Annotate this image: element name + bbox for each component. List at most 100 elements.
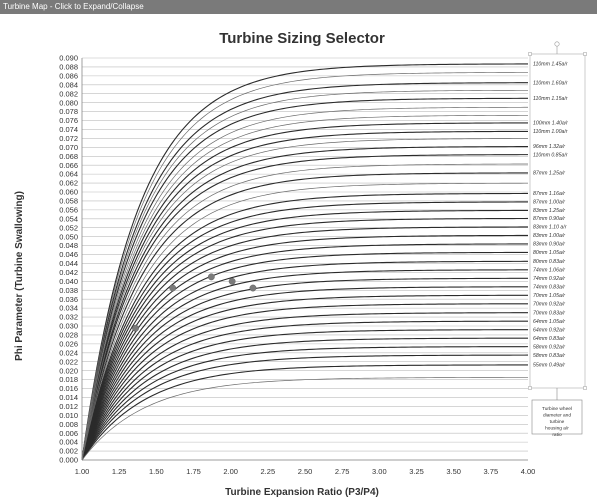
curve-label: 58mm 0.92a/r <box>533 344 565 350</box>
y-tick-label: 0.032 <box>59 313 78 322</box>
x-tick-label: 2.25 <box>261 467 276 476</box>
curve-label: 83mm 1.00a/r <box>533 233 565 239</box>
curve-label: 64mm 1.05a/r <box>533 319 565 325</box>
curve-line <box>81 217 529 461</box>
y-tick-label: 0.016 <box>59 384 78 393</box>
curve-line <box>81 97 529 461</box>
chart-header-bar[interactable]: Turbine Map - Click to Expand/Collapse <box>0 0 597 14</box>
y-tick-label: 0.046 <box>59 250 78 259</box>
curve-label: 74mm 0.83a/r <box>533 284 565 290</box>
curve-line <box>81 312 529 461</box>
curve-line <box>81 182 529 461</box>
curve-label: 110mm 0.85a/r <box>533 152 568 158</box>
annotation-frame <box>531 399 583 435</box>
y-tick-label: 0.018 <box>59 375 78 384</box>
curve-line <box>81 63 529 461</box>
curve-line <box>81 226 528 461</box>
curve-line <box>81 346 529 461</box>
y-tick-label: 0.036 <box>59 295 78 304</box>
y-tick-label: 0.058 <box>59 197 78 206</box>
y-tick-label: 0.060 <box>59 188 78 197</box>
y-tick-label: 0.084 <box>59 80 78 89</box>
turbine-map-chart: Turbine Sizing Selector 0.0000.0020.0040… <box>0 14 597 500</box>
y-tick-label: 0.070 <box>59 143 78 152</box>
curve-label: 70mm 0.92a/r <box>533 301 565 307</box>
curve-line <box>81 89 529 461</box>
curve-label-box[interactable]: 110mm 1.45a/r 110mm 1.60a/r 110mm 1.15a/r 1… <box>528 41 587 390</box>
curve-label: 70mm 0.83a/r <box>533 310 565 316</box>
curve-label: 100mm 1.40a/r <box>533 121 568 127</box>
x-tick-label: 1.25 <box>112 467 127 476</box>
curve-label: 80mm 0.83a/r <box>533 259 565 265</box>
curve-label: 58mm 0.83a/r <box>533 353 565 359</box>
y-tick-label: 0.044 <box>59 259 78 268</box>
curve-line <box>81 377 529 461</box>
y-tick-label: 0.038 <box>59 286 78 295</box>
label-box-frame <box>529 53 586 389</box>
curve-line <box>81 260 529 461</box>
y-tick-label: 0.086 <box>59 71 78 80</box>
curve-line <box>81 320 529 461</box>
curve-line <box>81 146 529 461</box>
y-tick-label: 0.030 <box>59 322 78 331</box>
y-tick-label: 0.000 <box>59 456 78 465</box>
y-tick-label: 0.006 <box>59 429 78 438</box>
y-tick-label: 0.026 <box>59 339 78 348</box>
curve-label: 55mm 0.49a/r <box>533 363 565 369</box>
y-tick-label: 0.008 <box>59 420 78 429</box>
x-tick-label: 3.75 <box>484 467 499 476</box>
curve-line <box>81 122 529 461</box>
y-tick-label: 0.082 <box>59 89 78 98</box>
y-tick-label: 0.088 <box>59 63 78 72</box>
curve-line <box>81 201 529 461</box>
annotation-text: diameter and <box>543 413 571 419</box>
curve-line <box>81 243 528 461</box>
x-tick-label: 1.75 <box>186 467 201 476</box>
curve-line <box>81 337 528 461</box>
curve-label: 74mm 0.92a/r <box>533 276 565 282</box>
y-tick-label: 0.004 <box>59 438 78 447</box>
curve-label: 64mm 0.83a/r <box>533 336 565 342</box>
data-point <box>169 284 177 292</box>
y-tick-label: 0.064 <box>59 170 78 179</box>
curve-label: 83mm 0.90a/r <box>533 242 565 248</box>
y-tick-label: 0.074 <box>59 125 78 134</box>
y-tick-label: 0.078 <box>59 107 78 116</box>
curve-label: 87mm 1.00a/r <box>533 200 565 206</box>
curve-label: 64mm 0.92a/r <box>533 327 565 333</box>
curve-line <box>81 114 529 461</box>
x-tick-label: 2.50 <box>298 467 313 476</box>
y-tick-label: 0.076 <box>59 116 78 125</box>
curve-line <box>81 269 528 461</box>
curve-line <box>81 209 529 461</box>
curve-label: 110mm 1.60a/r <box>533 80 568 86</box>
x-axis-label: Turbine Expansion Ratio (P3/P4) <box>225 487 379 498</box>
curve-line <box>81 303 529 461</box>
curve-line <box>81 138 529 461</box>
curve-label: 87mm 1.25a/r <box>533 171 565 177</box>
y-tick-label: 0.072 <box>59 134 78 143</box>
chart-title: Turbine Sizing Selector <box>219 30 385 47</box>
y-tick-label: 0.066 <box>59 161 78 170</box>
y-tick-label: 0.062 <box>59 179 78 188</box>
curve-label: 87mm 0.90a/r <box>533 216 565 222</box>
y-tick-label: 0.090 <box>59 54 78 63</box>
y-tick-label: 0.002 <box>59 447 78 456</box>
x-tick-label: 1.00 <box>75 467 90 476</box>
curve-line <box>81 106 529 461</box>
curve-label: 83mm 1.10 a/r <box>533 225 567 231</box>
header-text: Turbine Map - Click to Expand/Collapse <box>3 2 144 11</box>
y-tick-label: 0.048 <box>59 241 78 250</box>
data-point <box>228 277 236 285</box>
x-tick-labels: 1.00 1.25 1.50 1.75 2.00 2.25 2.50 2.75 3.00 3.25… <box>75 467 536 476</box>
curve-line <box>81 354 529 461</box>
annotation-text: turbine <box>550 419 565 425</box>
curve-line <box>81 286 529 461</box>
data-point <box>132 324 139 332</box>
y-tick-labels: 0.0000.0020.0040.0060.0080.0100.0120.014… <box>59 54 78 465</box>
data-points <box>132 273 257 332</box>
curve-label: 87mm 1.16a/r <box>533 191 565 197</box>
data-point <box>249 284 257 292</box>
curve-label: 80mm 1.05a/r <box>533 250 565 256</box>
